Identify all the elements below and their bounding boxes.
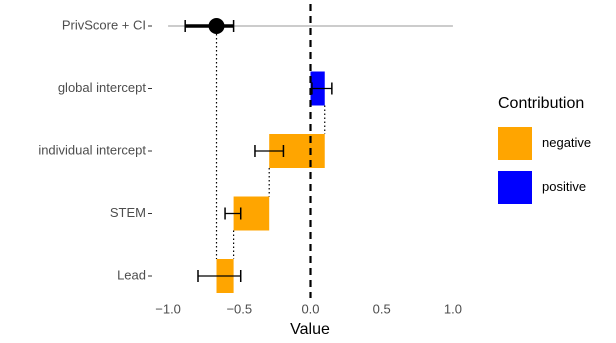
x-tick-label: 1.0 — [444, 301, 462, 316]
x-axis-title: Value — [290, 321, 330, 338]
legend-label: positive — [542, 179, 586, 194]
y-tick-label: global intercept — [58, 80, 147, 95]
x-tick-label: 0.5 — [373, 301, 391, 316]
x-tick-label: 0.0 — [301, 301, 319, 316]
y-tick-label: individual intercept — [38, 142, 146, 157]
legend-title: Contribution — [498, 95, 584, 112]
legend-swatch — [498, 127, 532, 160]
y-tick-label: PrivScore + CI — [62, 17, 146, 32]
y-tick-label: STEM — [110, 205, 146, 220]
legend-label: negative — [542, 135, 591, 150]
x-tick-label: −0.5 — [226, 301, 252, 316]
legend-swatch — [498, 171, 532, 204]
total-point — [208, 18, 225, 34]
y-tick-label: Lead — [117, 267, 146, 282]
x-tick-label: −1.0 — [155, 301, 181, 316]
